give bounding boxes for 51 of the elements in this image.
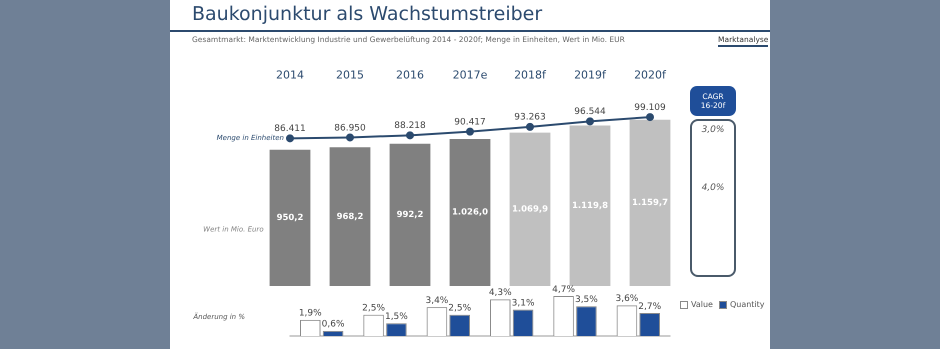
x-tick-label: 2015 xyxy=(336,68,364,82)
bar xyxy=(270,150,310,286)
data-label: 88.218 xyxy=(394,121,426,132)
rounded-frame: 3,0% 4,0% xyxy=(690,119,736,277)
data-label: 96.544 xyxy=(574,107,606,118)
point xyxy=(406,131,414,140)
data-label: 950,2 xyxy=(276,213,304,224)
point xyxy=(526,122,534,131)
bar xyxy=(570,126,610,286)
data-label: 86.411 xyxy=(274,124,306,134)
data-label: 1.069,9 xyxy=(512,204,548,215)
bar xyxy=(510,132,550,286)
x-tick-label: 2019f xyxy=(574,68,608,82)
x-tick-label: 2017e xyxy=(452,68,488,82)
data-label: 0,6% xyxy=(322,320,345,330)
legend-label: Quantity xyxy=(730,300,765,309)
x-tick-label: 2016 xyxy=(396,68,424,82)
data-label: 93.263 xyxy=(514,112,546,123)
bar xyxy=(390,144,430,286)
data-label: 1.159,7 xyxy=(632,198,668,208)
data-label: 1.119,8 xyxy=(572,200,608,211)
x-tick-label: 2018f xyxy=(514,68,548,82)
bar xyxy=(330,147,370,286)
data-label: 968,2 xyxy=(336,212,364,222)
data-label: 4,7% xyxy=(552,284,576,295)
data-label: 4,3% xyxy=(488,288,512,298)
data-label: 99.109 xyxy=(634,102,666,113)
data-label: 1,9% xyxy=(298,308,322,319)
data-label: 2,5% xyxy=(448,304,472,314)
data-label: 3,6% xyxy=(615,294,639,304)
data-label: 3,4% xyxy=(425,296,449,306)
data-label: 1.026,0 xyxy=(452,208,488,218)
data-label: 3,5% xyxy=(574,295,598,306)
data-label: 2,5% xyxy=(362,304,386,314)
point xyxy=(286,134,294,142)
point xyxy=(586,117,594,126)
bar xyxy=(450,138,490,286)
data-label: 86.950 xyxy=(334,123,366,134)
data-label: 992,2 xyxy=(396,210,424,220)
x-tick-label: 2020f xyxy=(634,68,668,82)
data-label: 3,1% xyxy=(512,298,535,308)
data-label: 1,5% xyxy=(384,312,408,322)
text: Value xyxy=(691,300,713,309)
point xyxy=(346,133,354,142)
chart-title: Baukonjunktur als Wachstumstreiber xyxy=(192,3,542,25)
point xyxy=(466,128,474,136)
point xyxy=(646,113,654,122)
x-tick-label: 2014 xyxy=(276,68,304,82)
data-label: 90.417 xyxy=(454,117,486,128)
bar xyxy=(630,120,670,286)
data-label: 2,7% xyxy=(638,302,662,312)
